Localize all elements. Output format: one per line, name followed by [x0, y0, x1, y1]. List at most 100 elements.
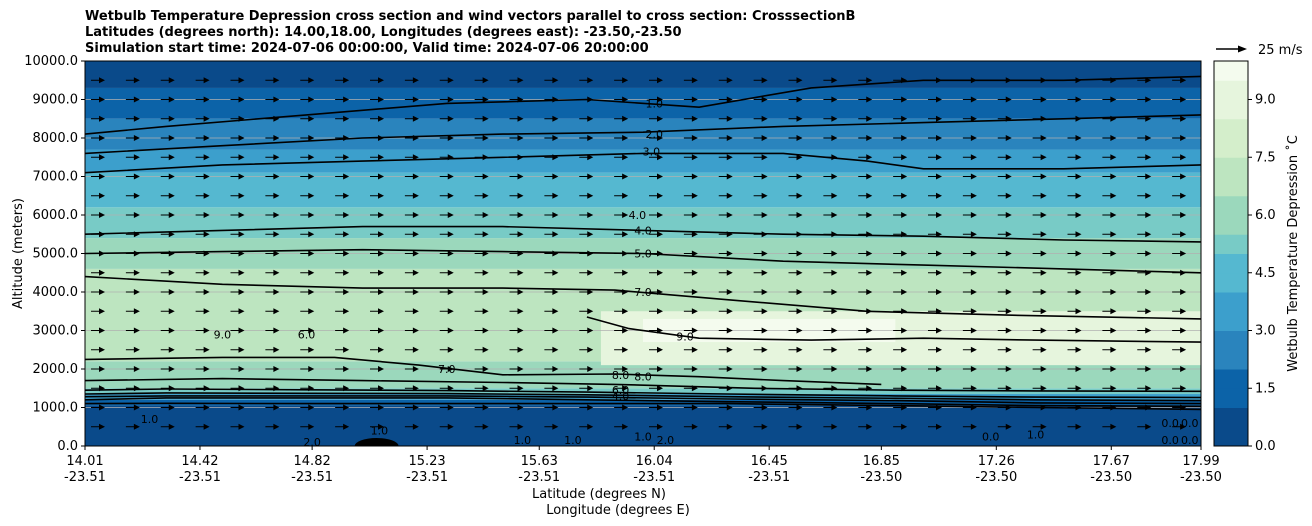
wind-vector	[160, 231, 175, 238]
colorbar-swatch	[1214, 292, 1248, 312]
contour-line-6	[85, 377, 1201, 393]
colorbar-swatch	[1214, 272, 1248, 293]
wind-vector	[788, 366, 803, 372]
wind-vector	[649, 192, 663, 199]
wind-vector	[230, 385, 245, 392]
wind-vector	[1102, 385, 1117, 392]
wind-vector	[335, 192, 350, 199]
wind-vector	[823, 385, 838, 392]
wind-vector	[1067, 366, 1082, 372]
wind-vector	[753, 250, 768, 257]
wind-vector	[823, 173, 838, 180]
wind-vector	[370, 385, 384, 392]
wind-vector	[474, 231, 489, 238]
colorbar-swatch	[1214, 138, 1248, 158]
wind-vector	[962, 289, 977, 295]
wind-vector	[230, 269, 245, 276]
wind-vector	[544, 327, 559, 334]
wind-vector	[614, 96, 629, 103]
wind-vector	[300, 192, 315, 199]
wind-vector	[962, 212, 977, 218]
wind-vector	[544, 250, 559, 257]
wind-vector	[544, 404, 559, 411]
wind-vector	[718, 154, 733, 161]
wind-vector	[649, 289, 663, 295]
wind-vector	[509, 192, 524, 199]
colorbar-swatch	[1214, 157, 1248, 177]
wind-vector	[474, 366, 489, 372]
wind-vector	[823, 250, 838, 257]
wind-vector	[404, 192, 419, 199]
wind-vector	[439, 212, 454, 218]
wind-vector	[753, 212, 768, 218]
wind-vector	[683, 231, 698, 238]
wind-vector	[893, 289, 908, 295]
contour-label: 9.0	[214, 328, 232, 341]
wind-vector	[823, 154, 838, 161]
wind-vector	[753, 77, 768, 84]
wind-vector	[1137, 346, 1152, 353]
x-axis-label-lon: Longitude (degrees E)	[546, 503, 690, 518]
colorbar-swatch	[1214, 311, 1248, 331]
wind-vector	[195, 212, 210, 218]
wind-vector	[230, 250, 245, 257]
wind-vector	[1102, 346, 1117, 353]
wind-vector	[579, 77, 594, 84]
wind-vector	[474, 404, 489, 411]
wind-vector	[649, 327, 663, 334]
wind-vector	[265, 385, 280, 392]
colorbar-tick-label: 1.5	[1255, 381, 1276, 396]
x-tick-lat-label: 17.99	[1182, 454, 1219, 469]
wind-vector	[928, 135, 942, 141]
wind-vector	[474, 289, 489, 295]
wind-vector	[823, 115, 838, 122]
wind-vector	[1067, 385, 1082, 392]
wind-vector	[370, 212, 384, 218]
wind-vector	[1172, 96, 1187, 103]
wind-vector	[125, 404, 140, 411]
wind-vector	[928, 385, 942, 392]
wind-vector	[858, 346, 873, 353]
wind-vector	[474, 423, 489, 430]
wind-vector	[335, 250, 350, 257]
wind-vector	[509, 212, 524, 218]
wind-vector	[335, 173, 350, 180]
wind-vector	[997, 212, 1012, 218]
wind-vector	[300, 366, 315, 372]
wind-vector	[1032, 135, 1047, 141]
y-tick-label: 6000.0	[33, 208, 79, 223]
wind-vector	[1172, 327, 1187, 334]
wind-vector	[160, 212, 175, 218]
wind-vector	[683, 327, 698, 334]
wind-vector	[962, 423, 977, 430]
wind-vector	[1067, 212, 1082, 218]
wind-vector	[893, 231, 908, 238]
wind-vector	[509, 77, 524, 84]
wind-vector	[962, 327, 977, 334]
wind-vector	[1067, 289, 1082, 295]
wind-vector	[230, 77, 245, 84]
wind-vector	[928, 212, 942, 218]
wind-vector	[439, 289, 454, 295]
wind-vector	[265, 346, 280, 353]
wind-vector	[649, 385, 663, 392]
wind-vector	[718, 346, 733, 353]
contour-label: 2.0	[645, 128, 663, 141]
wind-vector	[1102, 289, 1117, 295]
wind-vector	[544, 289, 559, 295]
contour-label: 1.0	[564, 434, 582, 447]
wind-vector	[300, 385, 315, 392]
wind-vector	[997, 366, 1012, 372]
wind-vector	[858, 173, 873, 180]
wind-vector	[1137, 404, 1152, 411]
wind-vector	[1137, 192, 1152, 199]
x-tick-lat-label: 16.85	[863, 454, 900, 469]
contour-line-3	[85, 152, 1201, 174]
wind-vector	[893, 404, 908, 411]
wind-vector	[858, 404, 873, 411]
wind-vector	[125, 135, 140, 141]
wind-vector	[997, 423, 1012, 430]
contour-label: 3.0	[643, 145, 661, 158]
wind-vector	[614, 115, 629, 122]
